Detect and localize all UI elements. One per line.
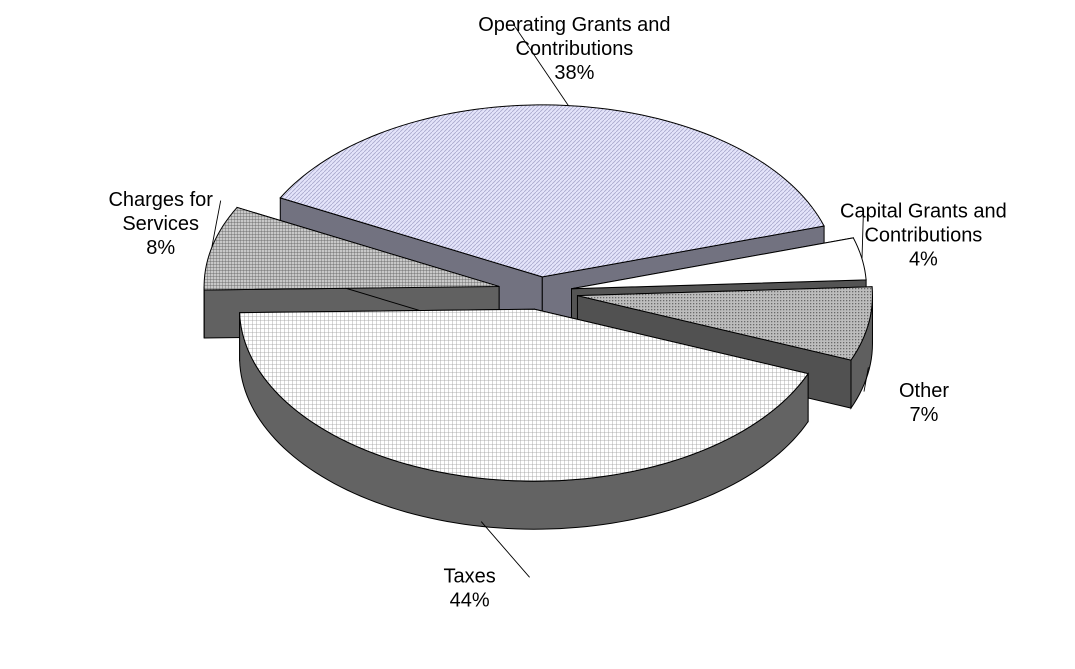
slice-name-line: Contributions [515, 38, 633, 60]
leader-line [861, 212, 864, 259]
slice-top [571, 237, 867, 290]
slice-top [577, 286, 873, 361]
slice-percent: 38% [554, 62, 594, 84]
slice-label-operating-grants-and-contributions: Operating Grants and Contributions 38% [478, 14, 670, 84]
slice-name-line: Charges for [108, 189, 213, 211]
slice-name-line: Taxes [443, 566, 495, 588]
slice-label-other: Other 7% [899, 380, 949, 426]
leader-line [514, 25, 569, 106]
leader-line [211, 200, 222, 248]
slice-label-charges-for-services: Charges for Services 8% [108, 189, 213, 259]
slice-labels: Taxes 44% Charges for Services 8% Operating G… [108, 14, 1006, 612]
leader-line [863, 367, 869, 392]
pie-slices [203, 104, 873, 530]
slice-name-line: Operating Grants and [478, 14, 670, 36]
slice-name-line: Contributions [864, 225, 982, 247]
slice-percent: 8% [146, 237, 175, 259]
slice-top [239, 308, 809, 482]
slice-label-capital-grants-and-contributions: Capital Grants and Contributions 4% [840, 201, 1007, 271]
slice-percent: 4% [909, 249, 938, 271]
slice-top [203, 206, 500, 291]
slice-name-line: Services [122, 213, 199, 235]
slice-name-line: Capital Grants and [840, 201, 1007, 223]
slice-percent: 7% [910, 404, 939, 426]
leader-line [480, 521, 530, 578]
slice-percent: 44% [450, 590, 490, 612]
slice-label-taxes: Taxes 44% [443, 566, 495, 612]
pie-slice-taxes [239, 308, 809, 530]
slice-name-line: Other [899, 380, 949, 402]
leader-lines [211, 25, 869, 578]
